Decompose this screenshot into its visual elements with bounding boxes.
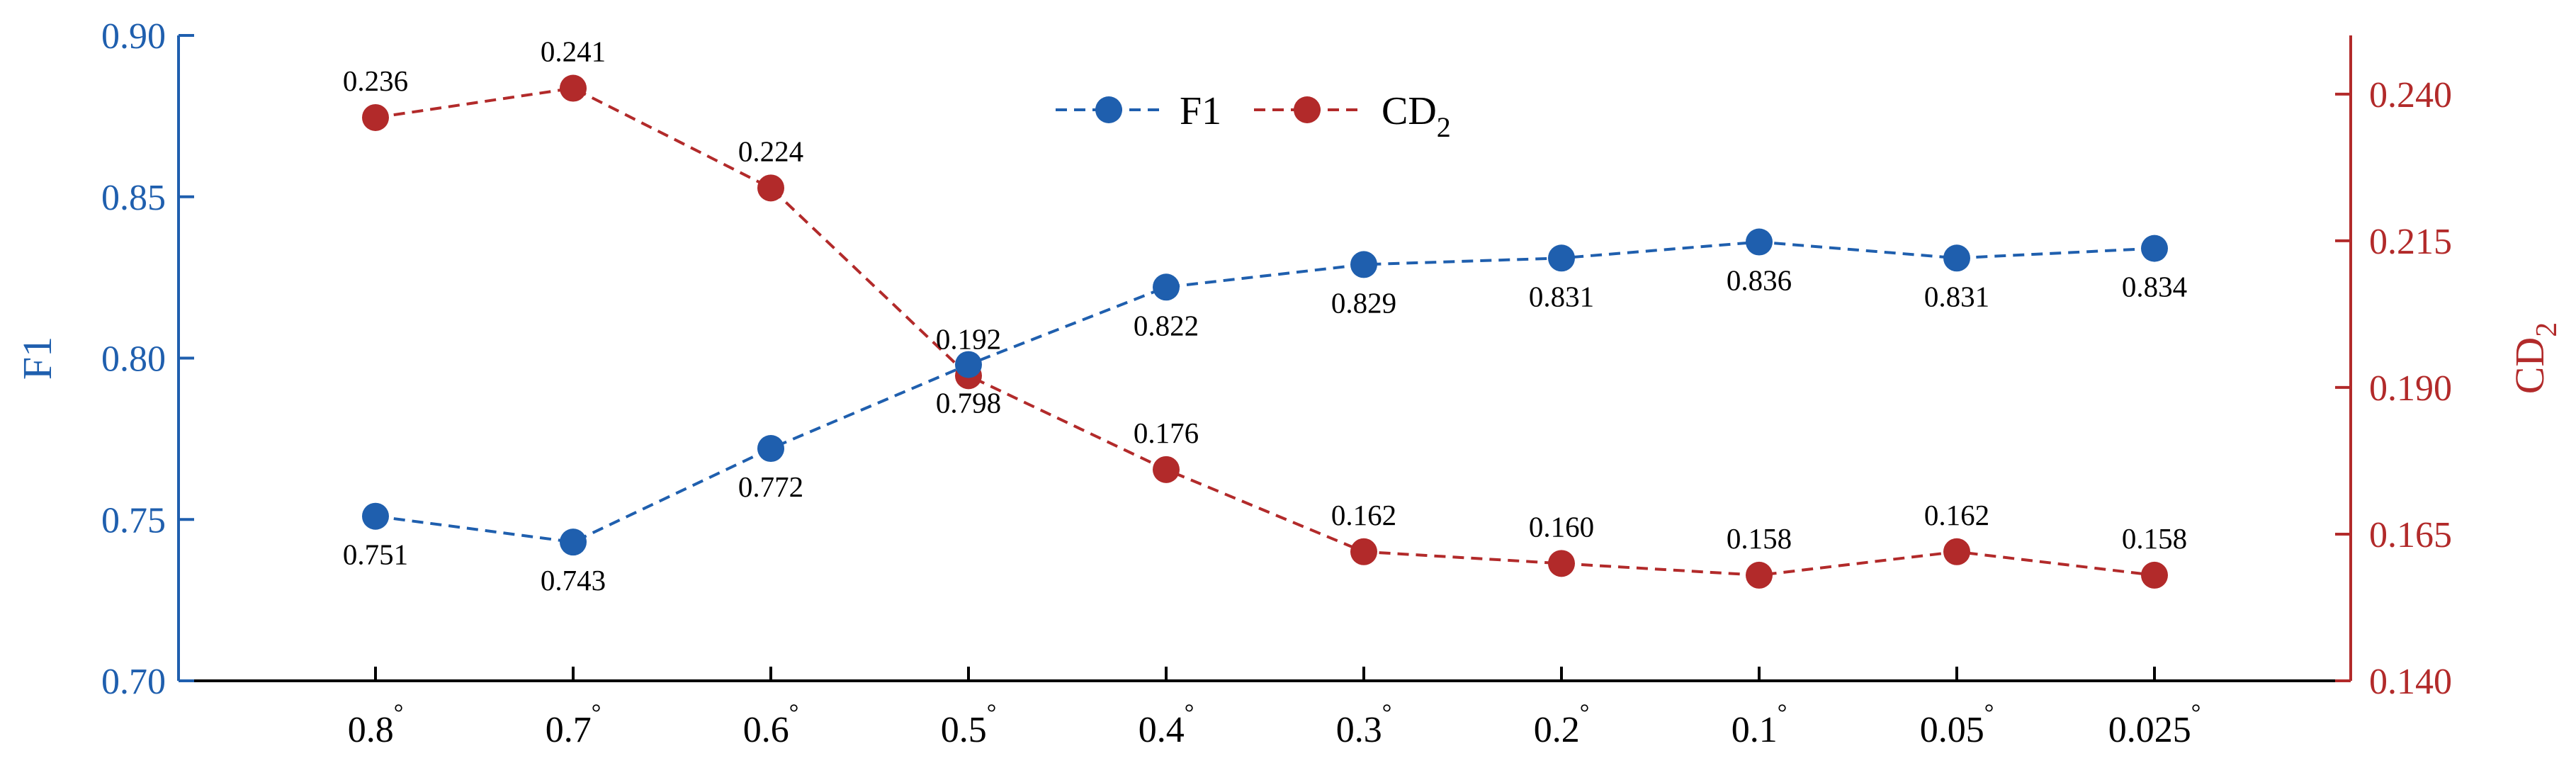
right-y-tick-label: 0.215: [2369, 222, 2452, 262]
x-tick-label-degree: °: [394, 700, 404, 726]
f1-data-point: [362, 502, 389, 530]
right-y-axis-title-sub: 2: [2531, 322, 2563, 337]
cd2-data-label: 0.224: [738, 135, 803, 167]
x-tick-label: 0.8°: [348, 700, 404, 750]
f1-data-point: [560, 529, 587, 556]
x-tick-label: 0.025°: [2108, 700, 2201, 750]
f1-data-label: 0.798: [936, 387, 1001, 419]
cd2-data-point: [362, 103, 389, 131]
x-tick-label-degree: °: [1580, 700, 1590, 726]
x-tick-label: 0.3°: [1336, 700, 1392, 750]
legend-f1-marker: [1095, 96, 1122, 123]
cd2-data-point: [1350, 538, 1377, 565]
x-tick-label: 0.6°: [743, 700, 799, 750]
x-tick-label-value: 0.1: [1732, 710, 1778, 750]
right-y-axis-title-base: CD: [2507, 337, 2553, 395]
left-y-tick-label: 0.75: [101, 500, 166, 541]
x-tick-label: 0.1°: [1732, 700, 1787, 750]
f1-data-point: [955, 351, 982, 378]
legend-cd2-label-sub: 2: [1437, 111, 1451, 143]
x-tick-label-degree: °: [987, 700, 997, 726]
x-tick-label-value: 0.8: [348, 710, 394, 750]
x-tick-label-value: 0.025: [2108, 710, 2191, 750]
legend-cd2-label-base: CD: [1382, 89, 1437, 133]
x-tick-label: 0.7°: [546, 700, 601, 750]
x-tick-label-value: 0.05: [1920, 710, 1984, 750]
right-y-tick-label: 0.240: [2369, 75, 2452, 115]
x-tick-label: 0.4°: [1139, 700, 1194, 750]
left-y-tick-label: 0.80: [101, 339, 166, 380]
legend-cd2-marker: [1294, 96, 1321, 123]
cd2-data-point: [1943, 538, 1970, 565]
f1-data-label: 0.831: [1924, 280, 1989, 312]
x-tick-label-degree: °: [1185, 700, 1194, 726]
cd2-data-point: [757, 174, 784, 202]
cd2-data-label: 0.241: [541, 35, 606, 68]
f1-data-label: 0.743: [541, 564, 606, 597]
f1-data-label: 0.822: [1134, 309, 1199, 341]
x-tick-label-value: 0.6: [743, 710, 789, 750]
x-tick-label-value: 0.3: [1336, 710, 1382, 750]
f1-data-label: 0.834: [2122, 271, 2187, 303]
right-y-tick-label: 0.190: [2369, 368, 2452, 409]
cd2-data-point: [1153, 456, 1180, 483]
x-tick-label: 0.5°: [941, 700, 997, 750]
f1-data-point: [1153, 273, 1180, 301]
x-tick-label-value: 0.5: [941, 710, 987, 750]
cd2-data-label: 0.236: [343, 64, 408, 97]
x-tick-label-degree: °: [2191, 700, 2201, 726]
f1-data-point: [2141, 234, 2168, 262]
f1-data-point: [1943, 244, 1970, 272]
legend-f1-label: F1: [1180, 89, 1221, 133]
x-tick-label: 0.2°: [1534, 700, 1590, 750]
x-tick-label: 0.05°: [1920, 700, 1994, 750]
f1-data-label: 0.831: [1529, 280, 1594, 312]
x-tick-label-degree: °: [1382, 700, 1392, 726]
f1-data-point: [1548, 244, 1575, 272]
legend-cd2-label: CD2: [1382, 89, 1451, 143]
x-tick-label-degree: °: [1984, 700, 1994, 726]
left-y-tick-label: 0.90: [101, 16, 166, 57]
cd2-data-point: [1746, 561, 1773, 589]
left-y-tick-label: 0.70: [101, 662, 166, 702]
f1-data-point: [757, 435, 784, 463]
f1-series-line: [375, 240, 2155, 544]
cd2-data-label: 0.158: [2122, 522, 2187, 555]
cd2-data-label: 0.176: [1134, 417, 1199, 449]
cd2-data-label: 0.160: [1529, 510, 1594, 543]
x-tick-label-degree: °: [592, 700, 601, 726]
x-tick-label-value: 0.7: [546, 710, 592, 750]
cd2-data-label: 0.158: [1727, 522, 1792, 555]
f1-data-label: 0.836: [1727, 264, 1792, 297]
right-y-tick-label: 0.165: [2369, 515, 2452, 555]
f1-data-label: 0.751: [343, 538, 408, 571]
cd2-series-line: [375, 86, 2155, 577]
cd2-data-label: 0.192: [936, 322, 1001, 355]
right-y-tick-label: 0.140: [2369, 662, 2452, 702]
f1-data-point: [1746, 228, 1773, 256]
right-y-axis-title: CD2: [2507, 322, 2563, 395]
cd2-data-label: 0.162: [1331, 499, 1396, 531]
f1-data-label: 0.772: [738, 470, 803, 503]
f1-data-point: [1350, 251, 1377, 278]
x-tick-label-degree: °: [1778, 700, 1787, 726]
cd2-data-label: 0.162: [1924, 499, 1989, 531]
cd2-data-point: [560, 74, 587, 102]
cd2-data-point: [1548, 550, 1575, 577]
cd2-data-point: [2141, 561, 2168, 589]
x-tick-label-value: 0.2: [1534, 710, 1580, 750]
left-y-tick-label: 0.85: [101, 178, 166, 218]
left-y-axis-title: F1: [14, 337, 60, 380]
x-tick-label-value: 0.4: [1139, 710, 1185, 750]
x-tick-label-degree: °: [789, 700, 799, 726]
f1-data-label: 0.829: [1331, 286, 1396, 319]
